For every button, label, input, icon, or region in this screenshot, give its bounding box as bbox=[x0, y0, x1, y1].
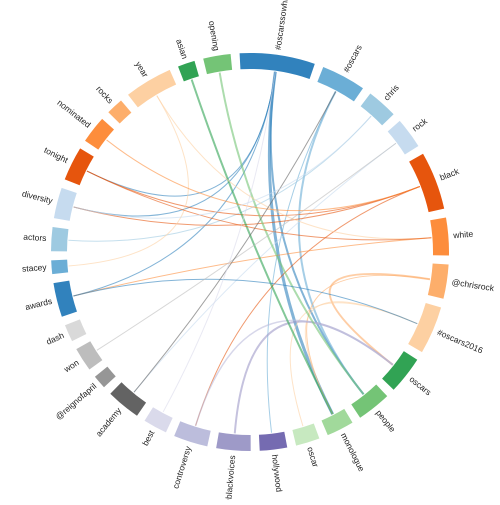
chord-link bbox=[133, 142, 397, 393]
chord-link bbox=[194, 319, 394, 426]
chord-link bbox=[96, 142, 397, 351]
group-label: actors bbox=[23, 232, 47, 243]
group-arc bbox=[239, 53, 315, 79]
group-label: best bbox=[140, 428, 157, 447]
chord-link bbox=[328, 272, 431, 366]
group-arc bbox=[94, 366, 116, 388]
group-arc bbox=[203, 53, 233, 75]
group-arc bbox=[53, 187, 77, 221]
group-label: #oscars2016 bbox=[436, 327, 485, 355]
chord-link bbox=[218, 72, 365, 395]
group-arc bbox=[53, 280, 77, 317]
group-arc bbox=[51, 259, 69, 275]
group-label: won bbox=[61, 357, 81, 375]
chord-link bbox=[73, 115, 372, 219]
chord-link bbox=[267, 71, 334, 415]
group-arc bbox=[110, 382, 147, 416]
group-arc bbox=[387, 120, 419, 155]
group-label: tonight bbox=[43, 145, 71, 166]
group-label: year bbox=[133, 60, 150, 79]
group-arc bbox=[51, 227, 69, 252]
chord-link bbox=[68, 95, 189, 267]
group-label: monologue bbox=[339, 431, 367, 473]
chord-link bbox=[73, 278, 418, 325]
links bbox=[68, 71, 432, 434]
group-arc bbox=[317, 66, 364, 102]
group-arc bbox=[430, 217, 449, 256]
group-label: white bbox=[452, 229, 474, 241]
group-label: black bbox=[438, 166, 461, 183]
chord-link bbox=[106, 139, 420, 212]
group-arc bbox=[427, 263, 449, 299]
group-arc bbox=[64, 148, 94, 186]
group-arc bbox=[64, 319, 87, 342]
chord-link bbox=[306, 274, 431, 415]
group-label: hollywood bbox=[270, 454, 284, 493]
group-label: awards bbox=[24, 296, 53, 312]
group-label: #oscars bbox=[341, 43, 364, 74]
group-label: chris bbox=[381, 82, 400, 102]
group-arc bbox=[382, 351, 418, 390]
group-arc bbox=[85, 118, 115, 150]
group-arc bbox=[174, 421, 211, 447]
group-label: people bbox=[374, 408, 398, 434]
chord-link bbox=[195, 186, 420, 426]
group-label: rock bbox=[410, 115, 429, 133]
chord-link bbox=[133, 91, 337, 393]
group-label: controversy bbox=[170, 444, 193, 490]
group-label: oscars bbox=[407, 374, 433, 397]
group-arc bbox=[360, 93, 394, 126]
group-label: opening bbox=[207, 20, 222, 52]
group-arc bbox=[408, 303, 442, 353]
group-label: dash bbox=[45, 330, 66, 347]
group-arc bbox=[351, 384, 388, 418]
chord-link bbox=[304, 301, 418, 415]
group-label: asian bbox=[174, 38, 190, 61]
group-arc bbox=[144, 407, 173, 433]
chord-link bbox=[86, 71, 276, 197]
group-arc bbox=[108, 100, 132, 124]
group-arc bbox=[216, 432, 251, 451]
group-arc bbox=[76, 341, 103, 370]
chord-link bbox=[297, 90, 365, 395]
chord-link bbox=[86, 170, 432, 241]
group-arc bbox=[128, 69, 177, 108]
group-arc bbox=[178, 60, 199, 82]
group-label: stacey bbox=[22, 262, 48, 274]
group-label: nominated bbox=[55, 97, 93, 129]
group-label: diversity bbox=[21, 188, 54, 206]
group-label: @blackvoices bbox=[223, 455, 237, 500]
group-arc bbox=[258, 431, 288, 451]
chord-link bbox=[73, 186, 420, 226]
chord-link bbox=[68, 115, 372, 242]
chord-link bbox=[73, 237, 432, 297]
group-label: oscar bbox=[305, 446, 321, 469]
chord-link bbox=[190, 79, 334, 415]
chord-link bbox=[162, 71, 276, 413]
chord-link bbox=[73, 71, 276, 217]
group-label: @chrisrock bbox=[451, 277, 495, 293]
group-label: rocks bbox=[94, 84, 115, 106]
group-arc bbox=[321, 408, 353, 436]
group-label: #oscarssowhite bbox=[273, 0, 291, 51]
chord-link bbox=[73, 71, 276, 297]
group-arc bbox=[409, 153, 445, 213]
group-label: @reignofapril bbox=[53, 381, 98, 422]
group-arc bbox=[292, 423, 320, 446]
group-label: academy bbox=[94, 405, 124, 439]
